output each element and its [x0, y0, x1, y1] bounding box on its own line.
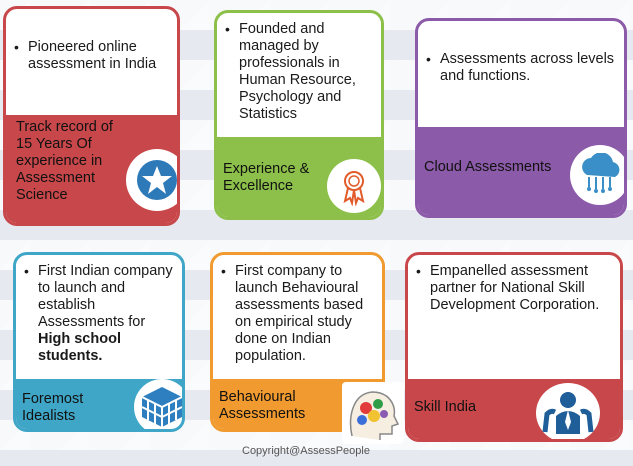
card-bullet-bold: High school students.	[38, 331, 121, 364]
bullet-dot: •	[221, 263, 226, 279]
card-experience: • Founded and managed by professionals i…	[214, 10, 384, 220]
card-track-record: • Pioneered online assessment in India T…	[3, 6, 180, 226]
cloud-icon	[570, 145, 624, 205]
card-title: Behavioural Assessments	[219, 389, 306, 422]
card-title: Track record of 15 Years Of experience i…	[16, 119, 113, 203]
card-bullet-text: Empanelled assessment partner for Nation…	[430, 263, 600, 313]
bullet-dot: •	[24, 263, 29, 279]
copyright-text: Copyright@AssessPeople	[242, 445, 370, 457]
card-title: Cloud Assessments	[424, 159, 552, 175]
card-bullet-text: Pioneered online assessment in India	[28, 39, 157, 72]
award-ribbon-icon	[327, 159, 381, 213]
card-foremost: • First Indian company to launch and est…	[13, 252, 185, 432]
people-icon	[536, 383, 600, 439]
bullet-dot: •	[14, 39, 19, 55]
card-title-band: Cloud Assessments	[418, 127, 624, 215]
card-bullet-text: Assessments across levels and functions.	[440, 51, 615, 84]
bullet-dot: •	[416, 263, 421, 279]
card-behavioural: • First company to launch Behavioural as…	[210, 252, 385, 432]
star-icon	[126, 149, 177, 211]
head-gears-icon	[342, 382, 404, 444]
bullet-dot: •	[225, 21, 230, 37]
card-cloud: • Assessments across levels and function…	[415, 18, 627, 218]
bullet-dot: •	[426, 51, 431, 67]
card-title: Experience & Excellence	[223, 161, 310, 194]
cube-icon	[134, 379, 182, 429]
card-bullet-text: First Indian company to launch and estab…	[38, 263, 173, 330]
card-bullet-text: First company to launch Behavioural asse…	[235, 263, 364, 364]
card-skill-india: • Empanelled assessment partner for Nati…	[405, 252, 623, 442]
card-title: Foremost Idealists	[22, 391, 84, 424]
card-bullet-text: Founded and managed by professionals in …	[239, 21, 356, 122]
card-title: Skill India	[414, 399, 477, 415]
